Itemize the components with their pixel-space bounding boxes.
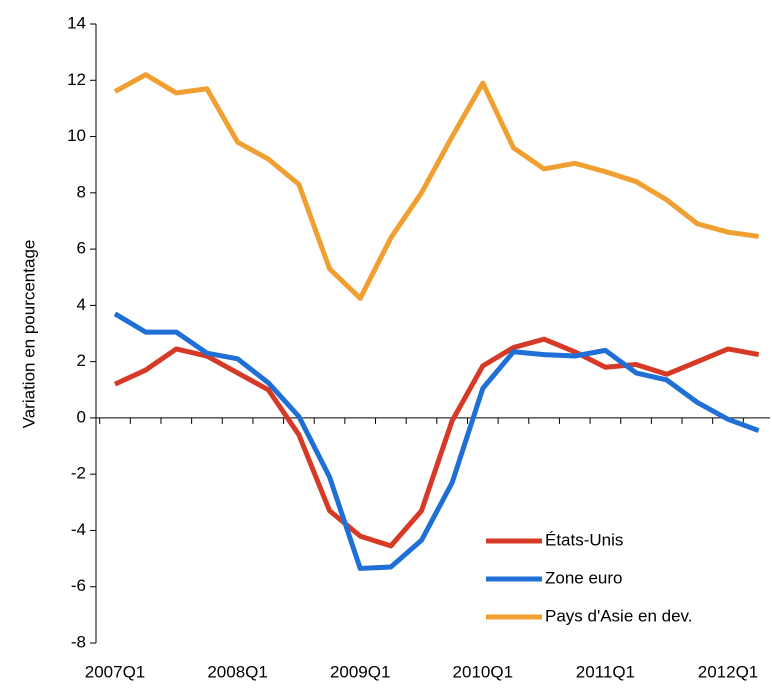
y-tick-label: -8 [71, 632, 86, 651]
y-tick-label: 12 [67, 70, 86, 89]
y-tick-label: 10 [67, 126, 86, 145]
data-line [113, 72, 759, 301]
y-tick-label: 8 [77, 182, 86, 201]
data-line [113, 311, 760, 571]
legend-label: États-Unis [545, 530, 623, 549]
y-tick-label: 6 [77, 239, 86, 258]
y-tick-label: 2 [77, 351, 86, 370]
x-tick-label: 2010Q1 [453, 662, 514, 681]
y-tick-label: -4 [71, 520, 86, 539]
y-tick-label: 4 [77, 295, 86, 314]
y-tick-label: 14 [67, 13, 86, 32]
x-tick-label: 2012Q1 [698, 662, 759, 681]
data-line [113, 336, 760, 549]
x-tick-label: 2007Q1 [85, 662, 146, 681]
legend-label: Zone euro [545, 568, 623, 587]
y-tick-label: -2 [71, 464, 86, 483]
y-axis-label: Variation en pourcentage [19, 240, 38, 429]
legend-label: Pays d'Asie en dev. [545, 606, 693, 625]
y-tick-label: -6 [71, 576, 86, 595]
x-tick-label: 2008Q1 [207, 662, 268, 681]
y-tick-label: 0 [77, 407, 86, 426]
x-tick-label: 2011Q1 [576, 662, 635, 681]
x-tick-label: 2009Q1 [330, 662, 391, 681]
